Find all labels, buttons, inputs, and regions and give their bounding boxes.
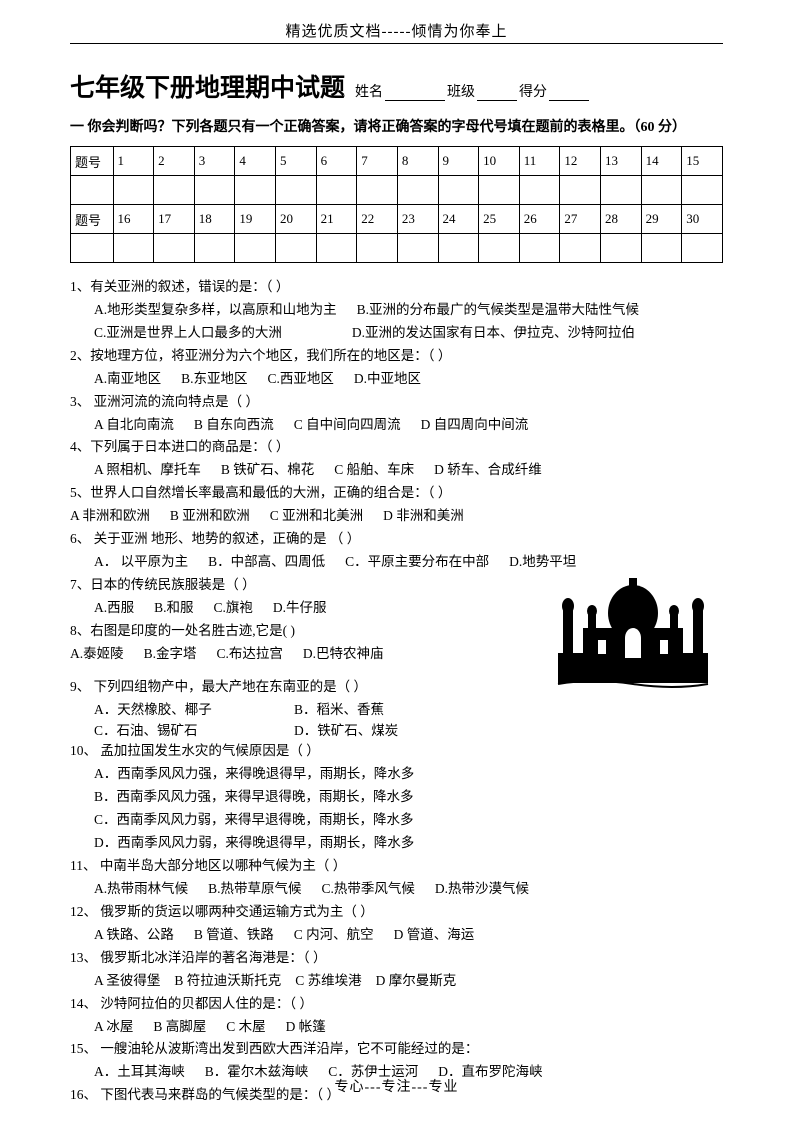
score-label: 得分 [519, 81, 547, 101]
options: A 自北向南流B 自东向西流C 自中间向四周流D 自四周向中间流 [70, 415, 723, 436]
footer: 专心---专注---专业 [0, 1076, 793, 1096]
class-label: 班级 [447, 81, 475, 101]
taj-mahal-figure [553, 558, 713, 688]
option-line: A．西南季风风力强，来得晚退得早，雨期长，降水多 [70, 764, 723, 785]
question: 1、有关亚洲的叙述，错误的是：（ ） [70, 277, 723, 298]
question: 12、 俄罗斯的货运以哪两种交通运输方式为主（ ） [70, 902, 723, 923]
top-banner: 精选优质文档-----倾情为你奉上 [70, 20, 723, 44]
question: 10、 孟加拉国发生水灾的气候原因是（ ） [70, 741, 723, 762]
question: 15、 一艘油轮从波斯湾出发到西欧大西洋沿岸，它不可能经过的是： [70, 1039, 723, 1060]
title-row: 七年级下册地理期中试题 姓名 班级 得分 [70, 68, 723, 104]
section-instructions: 一 你会判断吗？下列各题只有一个正确答案，请将正确答案的字母代号填在题前的表格里… [70, 116, 723, 136]
answer-grid: 题号 1 2 3 4 5 6 7 8 9 10 11 12 13 14 15 题… [70, 146, 723, 263]
main-title: 七年级下册地理期中试题 [70, 68, 345, 104]
table-row: 题号 16 17 18 19 20 21 22 23 24 25 26 27 2… [71, 205, 723, 234]
options: A 非洲和欧洲B 亚洲和欧洲C 亚洲和北美洲D 非洲和美洲 [70, 506, 723, 527]
answer-cell[interactable] [71, 234, 114, 263]
options: A 铁路、公路B 管道、铁路C 内河、航空D 管道、海运 [70, 925, 723, 946]
option-line: D．西南季风风力弱，来得晚退得早，雨期长，降水多 [70, 833, 723, 854]
options: A 冰屋B 高脚屋C 木屋D 帐篷 [70, 1017, 723, 1038]
answer-cell[interactable] [71, 176, 114, 205]
options: A.热带雨林气候B.热带草原气候C.热带季风气候D.热带沙漠气候 [70, 879, 723, 900]
options: A.地形类型复杂多样，以高原和山地为主B.亚洲的分布最广的气候类型是温带大陆性气… [70, 300, 723, 321]
option-line: C．西南季风风力弱，来得早退得晚，雨期长，降水多 [70, 810, 723, 831]
class-blank[interactable] [477, 86, 517, 101]
question: 11、 中南半岛大部分地区以哪种气候为主（ ） [70, 856, 723, 877]
question: 6、 关于亚洲 地形、地势的叙述，正确的是 （ ） [70, 529, 723, 550]
table-row: 题号 1 2 3 4 5 6 7 8 9 10 11 12 13 14 15 [71, 147, 723, 176]
name-label: 姓名 [355, 81, 383, 101]
options: A 圣彼得堡B 符拉迪沃斯托克C 苏维埃港D 摩尔曼斯克 [70, 971, 723, 992]
table-row [71, 234, 723, 263]
options: A.南亚地区B.东亚地区C.西亚地区D.中亚地区 [70, 369, 723, 390]
row-label: 题号 [71, 147, 114, 176]
question: 4、下列属于日本进口的商品是：（ ） [70, 437, 723, 458]
row-label: 题号 [71, 205, 114, 234]
score-blank[interactable] [549, 86, 589, 101]
table-row [71, 176, 723, 205]
options: A 照相机、摩托车B 铁矿石、棉花C 船舶、车床D 轿车、合成纤维 [70, 460, 723, 481]
question: 3、 亚洲河流的流向特点是（ ） [70, 392, 723, 413]
question: 13、 俄罗斯北冰洋沿岸的著名海港是：（ ） [70, 948, 723, 969]
options: C.亚洲是世界上人口最多的大洲D.亚洲的发达国家有日本、伊拉克、沙特阿拉伯 [70, 323, 723, 344]
question: 14、 沙特阿拉伯的贝都因人住的是：（ ） [70, 994, 723, 1015]
question: 5、世界人口自然增长率最高和最低的大洲，正确的组合是：（ ） [70, 483, 723, 504]
option-line: B．西南季风风力强，来得早退得晚，雨期长，降水多 [70, 787, 723, 808]
questions-block: 1、有关亚洲的叙述，错误的是：（ ）A.地形类型复杂多样，以高原和山地为主B.亚… [70, 277, 723, 1106]
name-blank[interactable] [385, 86, 445, 101]
question: 2、按地理方位，将亚洲分为六个地区，我们所在的地区是：（ ） [70, 346, 723, 367]
options: A．天然橡胶、椰子B．稻米、香蕉C．石油、锡矿石D．铁矿石、煤炭 [70, 700, 723, 742]
